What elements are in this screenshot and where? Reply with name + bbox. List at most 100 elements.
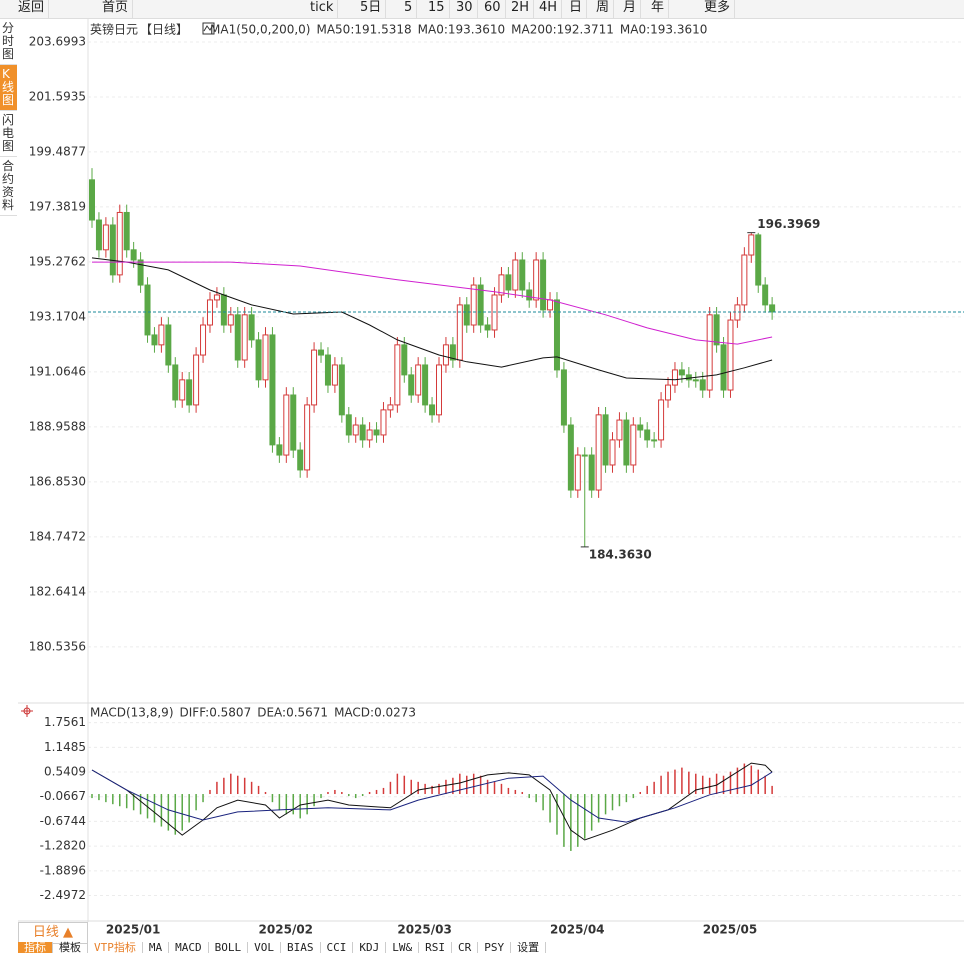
macd-bar	[701, 775, 704, 795]
indicator-tab[interactable]: VTP指标	[88, 942, 143, 954]
toolbar-button[interactable]: tick	[306, 0, 339, 18]
y-tick-label: 0.5409	[44, 765, 86, 779]
legend-text: MA1(50,0,200,0)	[210, 23, 310, 37]
candle-body	[394, 344, 401, 406]
macd-bar	[438, 783, 440, 795]
macd-bar	[389, 781, 392, 795]
indicator-tab[interactable]: BOLL	[209, 942, 249, 954]
toolbar-button[interactable]: 返回	[14, 0, 50, 18]
side-tab[interactable]: 闪电图	[0, 111, 17, 157]
macd-bar	[750, 765, 753, 795]
indicator-tab[interactable]: PSY	[478, 942, 512, 954]
indicator-tab[interactable]: LW&	[386, 942, 420, 954]
macd-bar	[521, 791, 524, 795]
macd-bar	[563, 794, 565, 847]
candle-body	[449, 344, 456, 361]
y-tick-label: 180.5356	[29, 639, 86, 653]
candle-body	[89, 179, 95, 221]
period-selector[interactable]: 日线 ▲	[18, 922, 88, 944]
indicator-tab[interactable]: BIAS	[281, 942, 321, 954]
toolbar-button[interactable]: 月	[619, 0, 642, 18]
toolbar-button[interactable]: 更多	[700, 0, 736, 18]
macd-bar	[382, 787, 385, 795]
candle-body	[366, 429, 373, 441]
macd-bar	[348, 794, 350, 797]
toolbar-button[interactable]: 日	[565, 0, 588, 18]
indicator-tab[interactable]: 模板	[53, 942, 88, 954]
candle-body	[637, 424, 644, 431]
indicator-tab[interactable]: CR	[452, 942, 479, 954]
y-tick-label: -1.2820	[40, 839, 86, 853]
x-tick-label: 2025/04	[550, 923, 604, 937]
macd-bar	[334, 789, 336, 795]
side-tab[interactable]: 合约资料	[0, 157, 17, 216]
candle-body	[505, 274, 512, 291]
candle-body	[762, 284, 769, 306]
indicator-tab[interactable]: RSI	[419, 942, 452, 954]
legend-text: MACD(13,8,9)	[90, 706, 174, 720]
macd-bar	[271, 794, 274, 803]
macd-bar	[202, 794, 204, 803]
candle-body	[651, 439, 658, 442]
candle-body	[442, 344, 449, 366]
candle-body	[616, 419, 623, 441]
toolbar-button[interactable]: 首页	[98, 0, 134, 18]
candle-body	[456, 304, 463, 361]
macd-bar	[597, 794, 600, 823]
candle-body	[158, 324, 165, 346]
candle-body	[713, 314, 720, 346]
macd-bar	[757, 769, 759, 795]
macd-bar	[250, 781, 253, 795]
toolbar-button[interactable]: 年	[647, 0, 670, 18]
indicator-tab[interactable]: 设置	[511, 942, 547, 954]
indicator-tab[interactable]: MACD	[169, 942, 209, 954]
toolbar-button[interactable]: 15	[424, 0, 450, 18]
toolbar-button[interactable]: 5	[400, 0, 418, 18]
macd-bar	[368, 791, 371, 795]
macd-bar	[472, 773, 475, 795]
macd-bar	[466, 775, 468, 795]
indicator-tab[interactable]: KDJ	[353, 942, 387, 954]
macd-bar	[327, 791, 329, 795]
candle-body	[630, 424, 637, 466]
macd-bar	[341, 791, 343, 795]
candle-body	[727, 319, 734, 391]
macd-bar	[528, 794, 530, 799]
indicator-tab[interactable]: MA	[143, 942, 170, 954]
toolbar-button[interactable]: 周	[592, 0, 615, 18]
candle-body	[220, 294, 227, 326]
line	[91, 769, 773, 823]
candle-body	[311, 349, 318, 406]
candle-body	[588, 454, 595, 491]
toolbar-button[interactable]: 4H	[535, 0, 563, 18]
macd-bar	[223, 777, 225, 795]
candle-body	[137, 259, 144, 286]
indicator-tab[interactable]: VOL	[248, 942, 281, 954]
y-tick-label: 1.1485	[44, 740, 86, 754]
candle-body	[477, 284, 484, 326]
macd-bar	[445, 779, 447, 795]
side-tab[interactable]: K线图	[0, 65, 17, 111]
candle-body	[755, 234, 762, 286]
indicator-tab[interactable]: 指标	[18, 942, 53, 954]
macd-bar	[216, 781, 218, 795]
toolbar-button[interactable]: 2H	[507, 0, 535, 18]
toolbar-button[interactable]: 5日	[356, 0, 387, 18]
legend-text: 【日线】	[140, 23, 188, 37]
candle-body	[415, 364, 422, 396]
candle-body	[241, 314, 248, 361]
candle-body	[748, 234, 755, 256]
candle-body	[609, 439, 616, 466]
toolbar-button[interactable]: 60	[480, 0, 506, 18]
macd-bar	[493, 781, 496, 795]
indicator-tab[interactable]: CCI	[321, 942, 354, 954]
macd-bar	[278, 794, 281, 811]
candle-body	[380, 409, 387, 436]
side-tab[interactable]: 分时图	[0, 19, 17, 65]
toolbar-button[interactable]: 30	[452, 0, 478, 18]
macd-bar	[243, 777, 246, 795]
line	[91, 257, 773, 381]
y-tick-label: -2.4972	[40, 888, 86, 902]
